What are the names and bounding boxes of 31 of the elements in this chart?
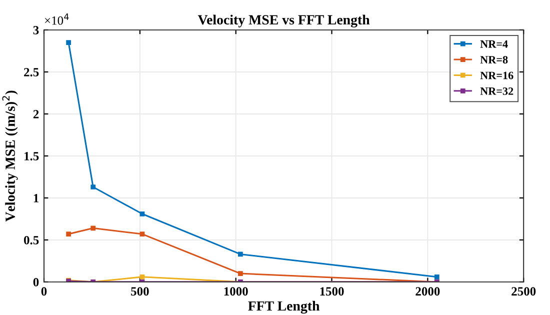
point	[140, 232, 145, 236]
y-axis-title: Velocity MSE ((m/s)$^{2}$)	[2, 90, 18, 222]
y-tick-label: 0	[33, 278, 39, 286]
y-tick-label: 2.5	[24, 68, 39, 76]
x-tick-label: 1000	[224, 287, 248, 296]
y-tick-label: 0.5	[24, 236, 39, 244]
y-tick-label: 1	[34, 194, 38, 202]
chart-title: Velocity MSE vs FFT Length	[198, 14, 370, 28]
point	[90, 226, 96, 231]
legend-label: NR=8	[480, 56, 508, 64]
text: ×10$^{4}$	[44, 13, 69, 25]
x-tick-label: 500	[131, 287, 149, 296]
point	[238, 252, 243, 257]
point	[140, 211, 145, 216]
x-tick-label: 2000	[416, 287, 440, 296]
point	[66, 232, 71, 236]
legend-label: NR=16	[480, 72, 514, 80]
point	[434, 274, 440, 280]
x-tick-label: 2500	[512, 287, 536, 296]
legend-label: NR=4	[480, 40, 508, 48]
x-tick-label: 1500	[320, 287, 344, 296]
x-tick-label: 0	[41, 287, 47, 296]
y-tick-label: 3	[33, 26, 39, 34]
point	[90, 184, 96, 190]
point	[238, 271, 243, 276]
y-tick-label: 1.5	[24, 152, 39, 160]
x-axis-title: FFT Length	[248, 300, 320, 314]
legend-label: NR=32	[480, 87, 514, 95]
point	[66, 40, 71, 45]
point	[140, 274, 145, 280]
y-tick-label: 2	[33, 110, 39, 118]
